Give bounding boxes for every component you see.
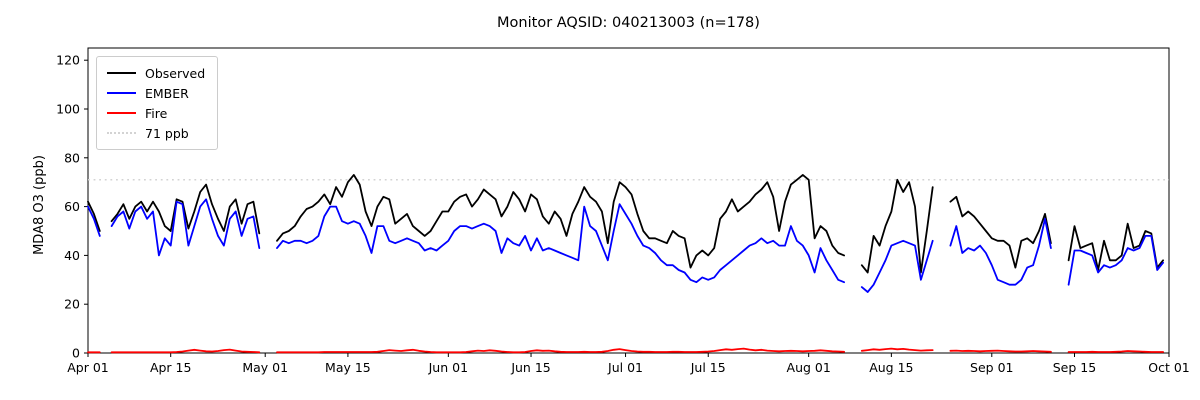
- ember-line-swatch: [107, 92, 136, 94]
- observed-line-swatch: [107, 72, 136, 74]
- y-tick-label: 20: [64, 297, 80, 312]
- legend-label-threshold: 71 ppb: [145, 125, 189, 141]
- y-tick-label: 40: [64, 248, 80, 263]
- observed-line: [87, 174, 1164, 274]
- legend-label-observed: Observed: [145, 65, 206, 81]
- x-tick-label: Jul 01: [607, 360, 643, 375]
- y-tick-label: 100: [56, 102, 80, 117]
- y-tick-label: 60: [64, 199, 80, 214]
- x-tick-label: May 01: [242, 360, 288, 375]
- legend-item-fire: Fire: [107, 103, 205, 123]
- x-tick-label: Sep 01: [970, 360, 1013, 375]
- fire-line-swatch: [107, 112, 136, 114]
- x-tick-label: Aug 01: [787, 360, 831, 375]
- x-tick-label: Jun 01: [428, 360, 468, 375]
- legend-label-ember: EMBER: [145, 85, 189, 101]
- x-tick-label: Apr 15: [150, 360, 192, 375]
- x-tick-label: Oct 01: [1148, 360, 1190, 375]
- x-tick-label: Jun 15: [510, 360, 550, 375]
- x-tick-label: Jul 15: [690, 360, 726, 375]
- chart-title: Monitor AQSID: 040213003 (n=178): [497, 15, 760, 31]
- threshold-line-swatch: [107, 132, 136, 134]
- y-tick-label: 120: [56, 53, 80, 68]
- fire-line: [87, 347, 1164, 354]
- legend-item-observed: Observed: [107, 63, 205, 83]
- legend-item-ember: EMBER: [107, 83, 205, 103]
- plot-frame: [87, 47, 1170, 354]
- legend: Observed EMBER Fire 71 ppb: [96, 56, 219, 150]
- x-tick-label: May 15: [325, 360, 371, 375]
- y-tick-label: 0: [72, 346, 80, 361]
- x-tick-label: Apr 01: [67, 360, 109, 375]
- legend-label-fire: Fire: [145, 105, 168, 121]
- legend-item-threshold: 71 ppb: [107, 123, 205, 143]
- x-tick-label: Aug 15: [869, 360, 913, 375]
- y-tick-label: 80: [64, 150, 80, 165]
- ember-line: [87, 198, 1164, 293]
- x-tick-label: Sep 15: [1053, 360, 1096, 375]
